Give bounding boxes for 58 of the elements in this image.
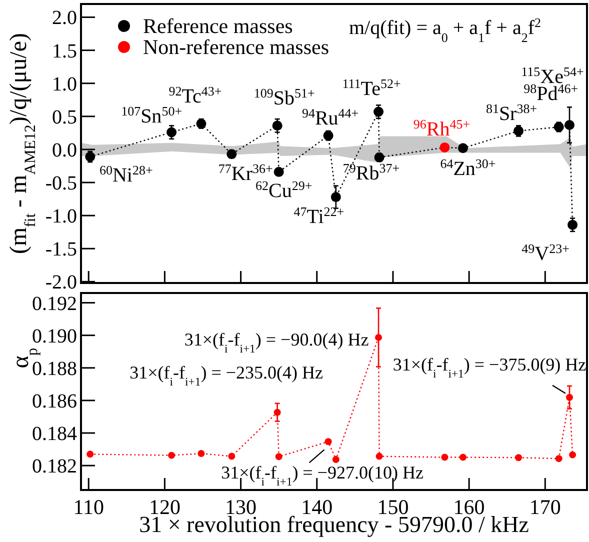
annotation: $^{49}$V$^{23+}$	[522, 240, 570, 265]
point	[274, 166, 284, 177]
y-tick-label: 0.5	[52, 106, 77, 128]
annotation: 31×(f$_{i}$-f$_{i+1}$) = −90.0(4) Hz	[184, 329, 369, 355]
y-tick-label: 1.5	[52, 40, 77, 62]
x-tick-label: 140	[301, 495, 333, 519]
y-tick-label: 1.0	[52, 73, 77, 96]
y-tick-label: 0.192	[32, 292, 77, 315]
annotation: 31×(f$_{i}$-f$_{i+1}$) = −235.0(4) Hz	[130, 362, 323, 388]
annotation: $^{81}$Sr$^{38+}$	[486, 100, 538, 125]
point	[566, 394, 573, 401]
point	[375, 334, 382, 341]
annotation: 31×(f$_{i}$-f$_{i+1}$) = −375.0(9) Hz	[392, 354, 586, 380]
x-tick-label: 110	[73, 495, 104, 519]
annotation: $^{47}$Ti$^{22+}$	[294, 204, 344, 228]
y-tick-label: -2.0	[45, 272, 77, 294]
legend-label: Reference masses	[143, 14, 293, 38]
point	[515, 454, 522, 462]
x-tick-label: 170	[529, 495, 561, 519]
annotation: $^{64}$Zn$^{30+}$	[440, 156, 496, 180]
legend-label: Non-reference masses	[143, 35, 329, 59]
point	[555, 455, 562, 462]
point	[274, 408, 281, 416]
y-tick-label: -1.0	[45, 206, 77, 228]
annotation: $^{111}$Te$^{52+}$	[342, 75, 401, 100]
point	[198, 450, 205, 458]
y-tick-label: -1.5	[45, 238, 77, 261]
y-tick-label: 2.0	[52, 7, 77, 30]
point	[441, 454, 448, 461]
point	[228, 452, 236, 460]
y-tick-label: 0.184	[32, 423, 77, 446]
point	[332, 456, 340, 464]
point	[275, 453, 282, 460]
point	[166, 127, 177, 138]
point	[272, 120, 282, 131]
point	[330, 192, 341, 202]
point	[168, 452, 176, 459]
y-tick-label: 0.186	[32, 390, 77, 412]
point	[569, 451, 576, 458]
point	[458, 143, 468, 154]
point	[374, 106, 384, 117]
y-tick-label: 0.190	[32, 325, 77, 348]
point	[376, 452, 383, 460]
y-tick-label: -0.5	[45, 172, 77, 195]
annotation: m/q(fit) = a$_{0}$ + a$_{1}$f + a$_{2}$f$^{2}$	[348, 14, 542, 44]
point	[568, 220, 578, 230]
annotation: $^{79}$Rb$^{37+}$	[342, 160, 400, 184]
point	[323, 130, 334, 141]
point	[459, 454, 466, 461]
annotation: $^{96}$Rh$^{45+}$	[413, 116, 470, 140]
annotation: $^{60}$Ni$^{28+}$	[99, 162, 153, 187]
y-tick-label: 0.182	[32, 456, 77, 478]
annotation: 31×(f$_{i}$-f$_{i+1}$) = −927.0(10) Hz	[221, 462, 424, 488]
point	[86, 450, 94, 458]
point	[440, 142, 450, 152]
point	[564, 120, 574, 130]
annotation: $^{62}$Cu$^{29+}$	[255, 177, 312, 202]
y-tick-label: 0.0	[52, 139, 77, 162]
